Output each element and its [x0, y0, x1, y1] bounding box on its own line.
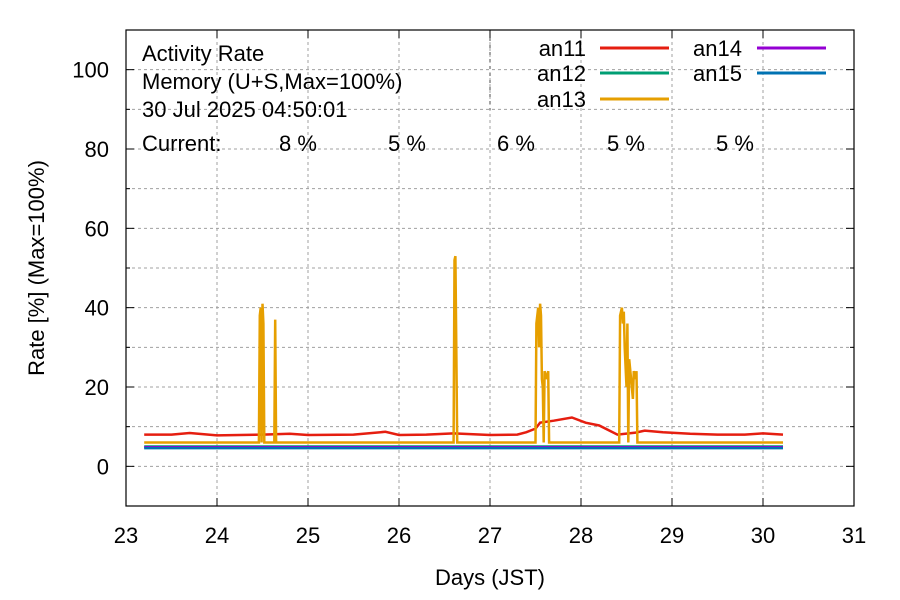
- y-tick-label: 0: [97, 454, 109, 479]
- current-value-an13: 6 %: [497, 131, 535, 156]
- y-tick-label: 40: [85, 296, 109, 321]
- y-tick-label: 20: [85, 375, 109, 400]
- y-axis-ticks: 0 20 40 60 80 100: [72, 58, 854, 479]
- x-tick-label: 29: [660, 523, 684, 548]
- y-axis-title: Rate [%] (Max=100%): [24, 160, 49, 376]
- x-tick-label: 24: [205, 523, 229, 548]
- title-line-2: Memory (U+S,Max=100%): [142, 69, 402, 94]
- x-tick-label: 25: [296, 523, 320, 548]
- legend-label-an15: an15: [693, 61, 742, 86]
- legend-label-an14: an14: [693, 36, 742, 61]
- y-tick-label: 80: [85, 137, 109, 162]
- x-tick-label: 23: [114, 523, 138, 548]
- x-axis-ticks: 23 24 25 26 27 28 29 30 31: [114, 30, 866, 548]
- title-line-1: Activity Rate: [142, 41, 264, 66]
- x-tick-label: 28: [569, 523, 593, 548]
- series-layer: [144, 255, 784, 450]
- x-axis-title: Days (JST): [435, 565, 545, 590]
- x-tick-label: 31: [842, 523, 866, 548]
- series-line-an11: [144, 416, 784, 437]
- legend-label-an12: an12: [537, 61, 586, 86]
- current-value-an14: 5 %: [607, 131, 645, 156]
- legend-label-an13: an13: [537, 87, 586, 112]
- current-value-an12: 5 %: [388, 131, 426, 156]
- x-tick-label: 30: [751, 523, 775, 548]
- y-tick-label: 100: [72, 58, 109, 83]
- current-label: Current:: [142, 131, 221, 156]
- title-line-3: 30 Jul 2025 04:50:01: [142, 97, 348, 122]
- current-value-an15: 5 %: [716, 131, 754, 156]
- legend-label-an11: an11: [539, 36, 586, 61]
- legend: an11 an12 an13 an14 an15: [489, 36, 826, 112]
- series-line-an13: [144, 255, 783, 444]
- current-value-an11: 8 %: [279, 131, 317, 156]
- y-tick-label: 60: [85, 216, 109, 241]
- x-tick-label: 27: [478, 523, 502, 548]
- x-tick-label: 26: [387, 523, 411, 548]
